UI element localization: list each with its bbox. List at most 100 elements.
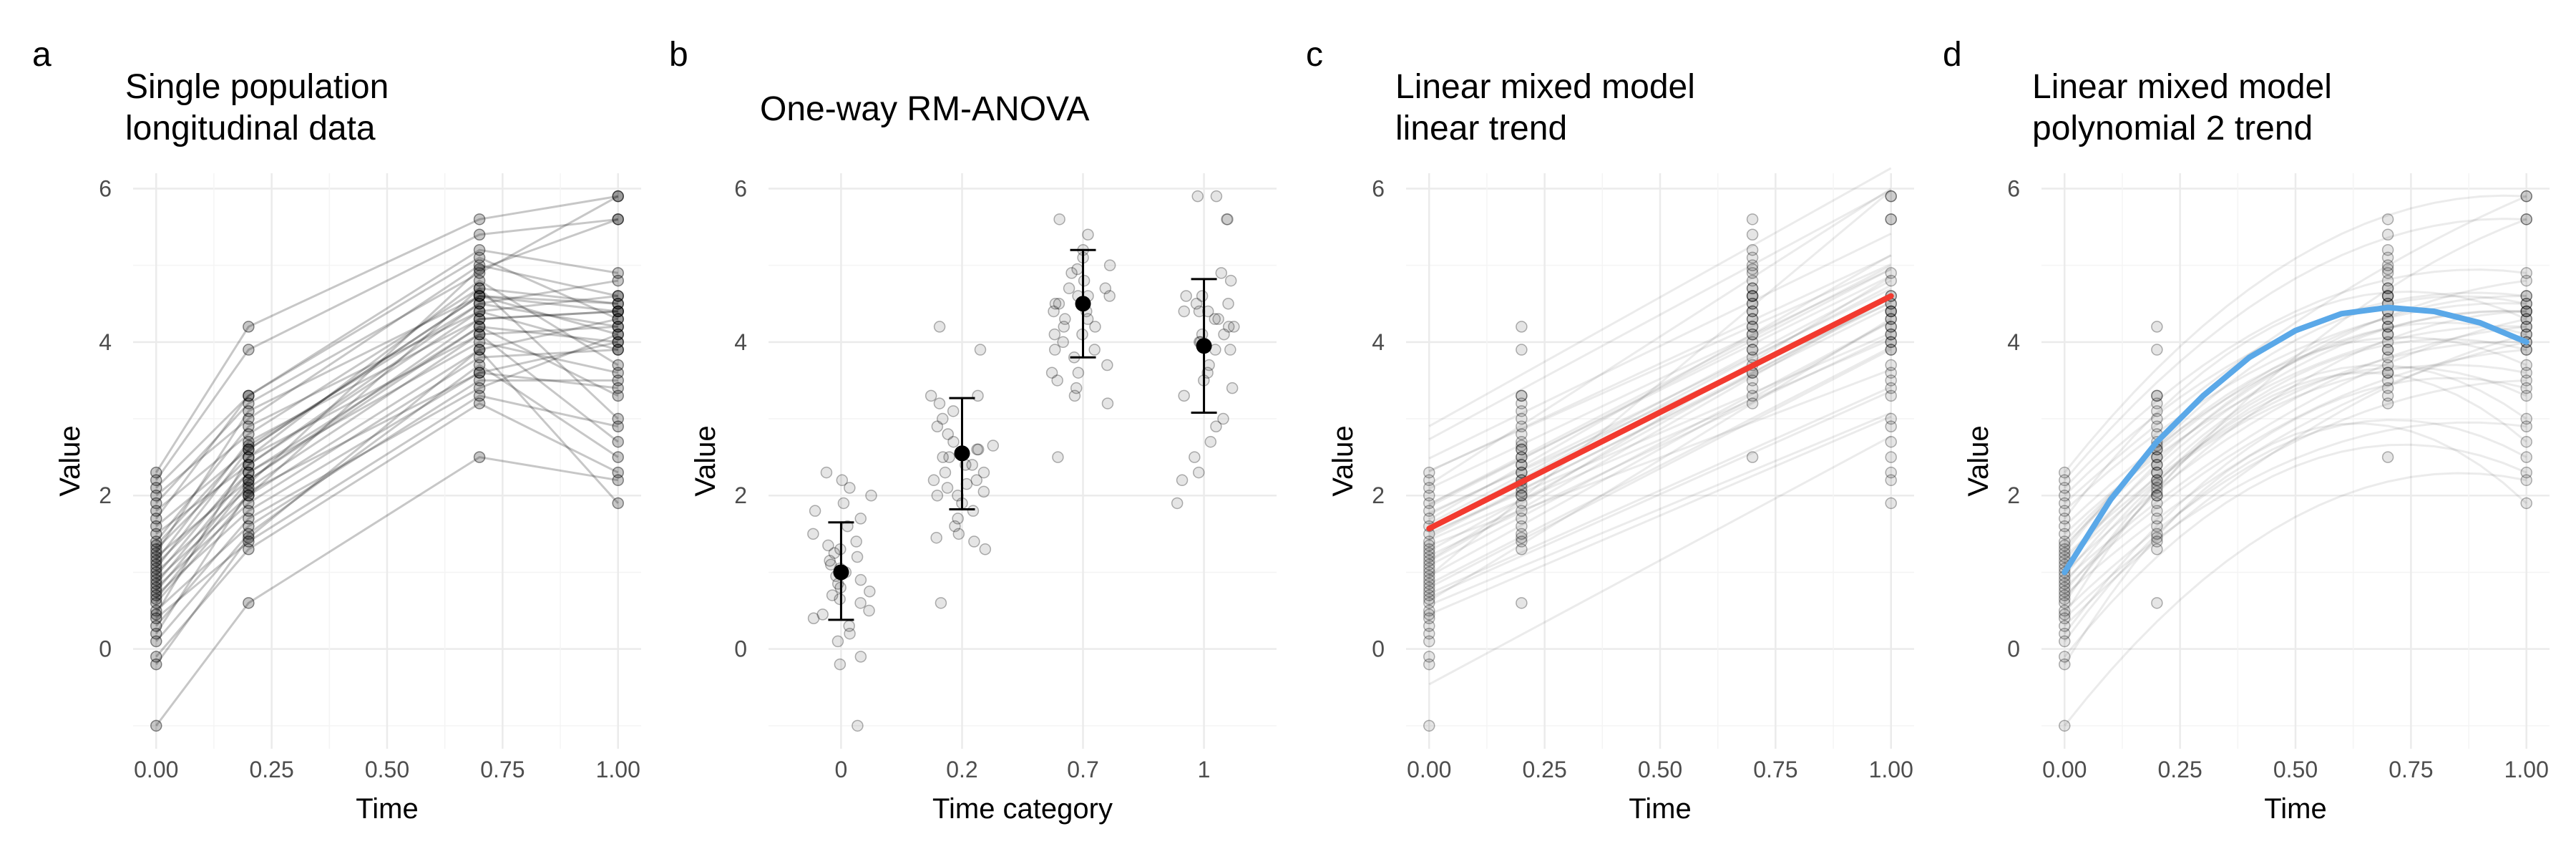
data-point [1746, 328, 1759, 341]
series-line [155, 302, 618, 535]
data-point [2381, 243, 2394, 256]
panel-c: 0 2 4 6 0.00 0.25 0.50 0.75 1.00 Time Value c Linear… [1306, 36, 1914, 825]
data-point [1516, 597, 1528, 609]
data-point [243, 474, 255, 487]
subject-trend-line [2064, 302, 2527, 512]
data-point [2520, 213, 2532, 225]
x-axis-title: Time category [932, 793, 1113, 825]
data-point [2059, 539, 2071, 552]
data-point [150, 558, 162, 571]
data-point [1746, 374, 1759, 387]
panel-title: One-way RM-ANOVA [760, 90, 1090, 128]
data-point [2151, 482, 2163, 494]
data-point [473, 290, 486, 302]
data-point [1746, 328, 1759, 341]
data-point [473, 344, 486, 356]
data-point [473, 367, 486, 379]
data-point [2381, 344, 2394, 356]
data-point [1209, 313, 1221, 325]
data-point [1516, 489, 1528, 502]
data-point [2520, 267, 2532, 279]
data-point [612, 321, 624, 333]
data-point [1088, 344, 1101, 356]
data-point [1063, 282, 1075, 295]
data-point [2151, 405, 2163, 417]
series-line [155, 318, 619, 581]
data-point [2520, 321, 2532, 333]
data-point [2151, 451, 2163, 463]
series-line [155, 294, 619, 570]
data-point [243, 505, 255, 517]
data-point [473, 259, 486, 271]
data-point [1053, 297, 1065, 310]
data-point [809, 505, 821, 517]
x-axis-title: Time [2264, 793, 2326, 825]
data-point [2059, 719, 2071, 732]
subject-trend-line [1428, 254, 1892, 472]
data-point [2520, 290, 2532, 302]
data-point [243, 397, 255, 409]
series-line [155, 364, 619, 642]
series-line [155, 310, 618, 593]
series-line [155, 341, 619, 566]
data-point [2059, 578, 2071, 590]
data-point [473, 389, 486, 402]
data-point [2520, 305, 2532, 318]
data-point [1423, 466, 1435, 479]
data-point [1885, 190, 1897, 203]
data-point [2151, 497, 2163, 510]
subject-trend-line [1428, 348, 1892, 589]
subject-trend-line [2064, 377, 2527, 635]
data-point [1423, 539, 1435, 552]
data-point [243, 535, 255, 548]
data-point [1516, 428, 1528, 440]
data-point [473, 336, 486, 349]
subject-trend-line [1428, 268, 1892, 508]
data-point [243, 344, 255, 356]
data-point [924, 389, 937, 402]
subject-trend-line [2064, 349, 2527, 588]
data-point [150, 489, 162, 502]
mean-point [954, 445, 970, 462]
data-point [987, 440, 1000, 452]
subject-trend-line [2064, 379, 2527, 612]
data-point [1746, 274, 1759, 287]
data-point [1423, 593, 1435, 606]
data-point [243, 451, 255, 463]
data-point [473, 305, 486, 318]
y-tick-label: 6 [734, 175, 747, 201]
data-point [1423, 489, 1435, 502]
y-tick-label: 0 [2007, 636, 2020, 662]
x-axis-title: Time [356, 793, 418, 825]
data-point [243, 466, 255, 479]
data-point [473, 274, 486, 287]
data-point [243, 489, 255, 502]
subject-trend-line [2064, 310, 2527, 593]
data-point [1423, 578, 1435, 590]
x-tick-label: 0.75 [1753, 757, 1797, 782]
marks [1423, 167, 1897, 732]
data-point [807, 528, 819, 540]
data-point [2059, 474, 2071, 487]
data-point [1224, 274, 1237, 287]
data-point [1221, 213, 1233, 225]
data-point [150, 719, 162, 732]
data-point [2381, 290, 2394, 302]
data-point [612, 213, 624, 225]
data-point [473, 251, 486, 264]
data-point [150, 658, 162, 671]
subject-trend-line [2064, 325, 2527, 535]
x-tick-label: 1 [1198, 757, 1211, 782]
data-point [473, 263, 486, 276]
data-point [1516, 389, 1528, 402]
data-point [243, 428, 255, 440]
data-point [836, 474, 849, 487]
data-point [1746, 297, 1759, 310]
mean-point [833, 564, 849, 581]
data-point [473, 290, 486, 302]
data-point [243, 459, 255, 471]
series-line [155, 295, 618, 554]
data-point [2520, 382, 2532, 394]
data-point [1221, 213, 1234, 225]
x-tick-label: 0.2 [946, 757, 977, 782]
